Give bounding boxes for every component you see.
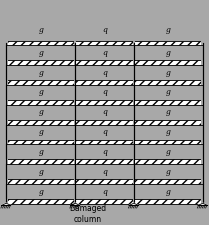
Bar [201,199,204,204]
Bar [74,40,76,45]
Text: g: g [38,148,43,156]
Bar [74,80,76,85]
Polygon shape [198,203,207,205]
Text: g: g [38,168,43,176]
Bar [5,40,8,45]
Text: g: g [166,148,171,156]
Bar [201,120,204,125]
Bar [5,60,8,65]
Text: g: g [166,26,171,34]
Bar [201,60,204,65]
Bar [6,60,203,65]
Bar [201,80,204,85]
Text: g: g [38,69,43,77]
Text: q: q [102,168,107,176]
Bar [201,40,204,45]
Text: q: q [102,148,107,156]
Text: q: q [102,187,107,196]
Bar [74,120,76,125]
Bar [201,159,204,164]
Polygon shape [129,203,138,205]
Text: g: g [166,69,171,77]
Text: g: g [38,26,43,34]
Bar [6,179,203,184]
Bar [74,159,76,164]
Polygon shape [71,203,80,205]
Bar [6,199,203,204]
Text: g: g [166,128,171,136]
Bar [133,140,135,144]
Text: g: g [38,187,43,196]
Text: Damaged
column: Damaged column [69,204,106,224]
Bar [133,179,135,184]
Text: g: g [38,49,43,57]
Bar [5,140,8,144]
Bar [6,100,203,105]
Bar [5,199,8,204]
Text: q: q [102,69,107,77]
Bar [6,159,203,164]
Text: q: q [102,49,107,57]
Text: g: g [38,108,43,116]
Bar [6,40,203,45]
Bar [74,100,76,105]
Text: g: g [166,108,171,116]
Bar [74,199,76,204]
Bar [5,159,8,164]
Bar [74,60,76,65]
Bar [201,140,204,144]
Bar [201,179,204,184]
Bar [133,60,135,65]
Bar [5,100,8,105]
Bar [201,100,204,105]
Text: g: g [166,88,171,97]
Text: g: g [38,128,43,136]
Bar [133,80,135,85]
Bar [5,80,8,85]
Bar [133,120,135,125]
Text: q: q [102,88,107,97]
Bar [133,199,135,204]
Bar [5,120,8,125]
Bar [133,159,135,164]
Bar [74,179,76,184]
Text: g: g [166,49,171,57]
Polygon shape [2,203,11,205]
Bar [6,80,203,85]
Text: q: q [102,26,107,34]
Text: g: g [166,168,171,176]
Bar [6,120,203,125]
Bar [133,40,135,45]
Text: g: g [38,88,43,97]
Text: q: q [102,108,107,116]
Bar [133,100,135,105]
Bar [5,179,8,184]
Text: q: q [102,128,107,136]
Text: g: g [166,187,171,196]
Bar [74,140,76,144]
Bar [6,140,203,144]
